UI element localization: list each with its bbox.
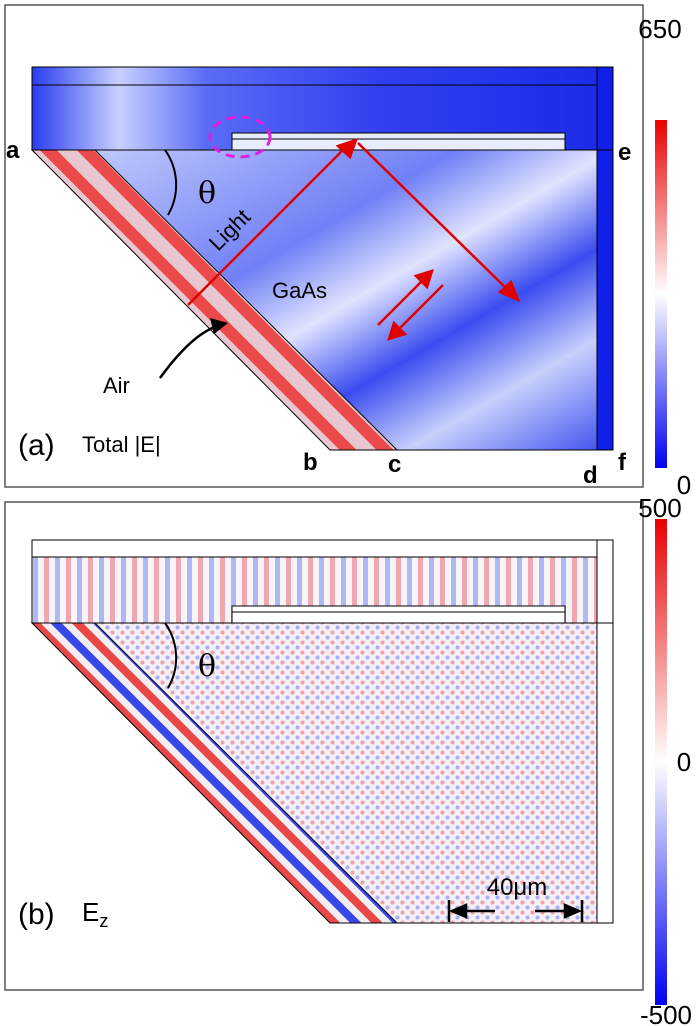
slab-top-layer [31, 539, 614, 558]
gaas-region [95, 150, 613, 450]
angle-arc [164, 149, 178, 216]
corner-label-f: f [618, 449, 627, 476]
colorbar-b [655, 519, 667, 1005]
colorbar-b-max: 500 [638, 493, 681, 523]
panel-b: θ 40μm (b) Ez 500 0 -500 [4, 493, 692, 1026]
corner-label-d: d [583, 462, 598, 489]
angle-label: θ [198, 176, 216, 211]
panel-b-title-main: E [82, 897, 99, 927]
gaas-region [95, 623, 597, 923]
material-label: GaAs [272, 278, 327, 303]
corner-label-a: a [6, 137, 20, 164]
colorbar-b-min: -500 [640, 1000, 692, 1026]
colorbar-a-min: 0 [677, 470, 691, 500]
panel-a-tag: (a) [18, 429, 55, 462]
panel-b-tag: (b) [18, 898, 55, 931]
panel-b-title-sub: z [99, 911, 108, 931]
highlight-circle [208, 115, 272, 159]
corner-label-b: b [303, 449, 318, 476]
metal-plate [231, 132, 566, 151]
angle-arc [164, 622, 178, 689]
right-strip [596, 66, 614, 451]
colorbar-b-mid: 0 [677, 747, 691, 777]
scale-label: 40μm [487, 874, 548, 901]
scale-bar [447, 900, 584, 922]
metal-plate [231, 605, 566, 624]
panel-b-title: Ez [82, 897, 108, 931]
corner-label-c: c [388, 451, 401, 478]
colorbar-a [655, 120, 667, 468]
light-rays [187, 138, 521, 341]
panel-a: a b c d e f θ Light GaAs Air (a) Total |… [4, 4, 691, 500]
right-strip [596, 539, 614, 924]
corner-label-e: e [618, 139, 631, 166]
air-label: Air [103, 373, 130, 398]
panel-a-title: Total |E| [82, 432, 161, 457]
colorbar-a-max: 650 [638, 14, 681, 44]
angle-label: θ [198, 649, 216, 684]
air-arrowhead [210, 318, 228, 334]
